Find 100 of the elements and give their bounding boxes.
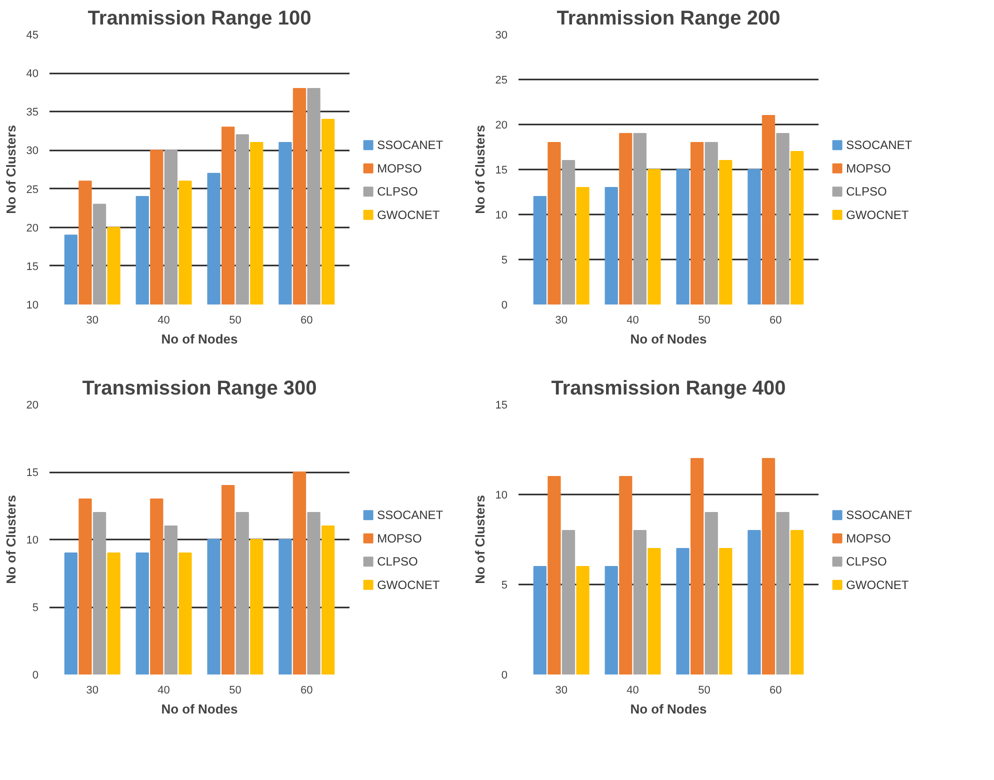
y-axis-title: No of Clusters bbox=[472, 495, 488, 584]
bar bbox=[776, 133, 790, 304]
x-axis-title: No of Nodes bbox=[630, 332, 707, 346]
x-tick-label: 40 bbox=[158, 684, 170, 696]
x-tick-label: 50 bbox=[698, 684, 710, 696]
x-tick-label: 40 bbox=[626, 314, 639, 326]
bar bbox=[676, 169, 690, 304]
bar bbox=[150, 498, 164, 674]
y-axis-title: No of Clusters bbox=[3, 125, 18, 214]
chart-title: Transmission Range 400 bbox=[551, 378, 786, 400]
y-tick-label: 20 bbox=[495, 120, 508, 132]
x-tick-label: 30 bbox=[555, 314, 568, 326]
bar bbox=[92, 512, 106, 674]
bar bbox=[548, 142, 561, 304]
x-tick-label: 60 bbox=[770, 684, 782, 696]
bar bbox=[648, 548, 661, 674]
legend-label: SSOCANET bbox=[846, 508, 913, 522]
bar bbox=[719, 160, 732, 304]
bar bbox=[604, 187, 618, 304]
bar bbox=[78, 498, 92, 674]
legend-label: MOPSO bbox=[846, 531, 891, 546]
x-tick-label: 60 bbox=[300, 314, 313, 326]
x-tick-label: 30 bbox=[555, 684, 568, 696]
bar bbox=[776, 512, 790, 674]
bar bbox=[790, 530, 804, 674]
x-tick-label: 30 bbox=[86, 314, 98, 326]
bar bbox=[633, 133, 646, 304]
bar bbox=[619, 133, 632, 304]
legend-label: CLPSO bbox=[846, 554, 887, 569]
bar bbox=[178, 552, 192, 674]
bar bbox=[236, 512, 249, 674]
y-axis-title: No of Clusters bbox=[3, 495, 18, 584]
bar bbox=[548, 476, 561, 674]
y-tick-label: 15 bbox=[26, 260, 39, 273]
y-tick-label: 5 bbox=[501, 254, 508, 266]
y-tick-label: 10 bbox=[26, 534, 39, 546]
bar bbox=[719, 548, 732, 674]
x-tick-label: 50 bbox=[229, 314, 242, 326]
bar bbox=[64, 552, 78, 674]
y-tick-label: 25 bbox=[26, 184, 39, 196]
bar bbox=[562, 160, 576, 304]
legend-label: GWOCNET bbox=[377, 578, 440, 592]
bar bbox=[576, 566, 590, 674]
x-axis-title: No of Nodes bbox=[161, 702, 238, 716]
y-tick-label: 25 bbox=[495, 74, 508, 86]
chart-title: Tranmission Range 200 bbox=[556, 8, 780, 30]
y-tick-label: 0 bbox=[501, 670, 508, 682]
y-axis-title: No of Clusters bbox=[472, 125, 488, 214]
y-tick-label: 15 bbox=[495, 164, 508, 176]
bar bbox=[619, 476, 632, 674]
legend-label: MOPSO bbox=[377, 161, 422, 176]
chart-title: Tranmission Range 100 bbox=[88, 8, 312, 30]
legend-label: SSOCANET bbox=[377, 138, 444, 152]
bar bbox=[222, 485, 235, 674]
y-tick-label: 0 bbox=[32, 670, 39, 682]
x-tick-label: 60 bbox=[770, 314, 782, 326]
x-axis-title: No of Nodes bbox=[630, 702, 707, 716]
y-tick-label: 30 bbox=[495, 30, 508, 42]
bar bbox=[562, 530, 576, 674]
bar bbox=[648, 169, 661, 304]
bar bbox=[576, 187, 590, 304]
legend-label: MOPSO bbox=[377, 531, 422, 546]
bar bbox=[278, 539, 292, 674]
y-tick-label: 0 bbox=[501, 300, 508, 312]
legend-label: CLPSO bbox=[377, 554, 418, 569]
bar bbox=[762, 115, 776, 304]
y-tick-label: 35 bbox=[26, 106, 39, 119]
legend-label: SSOCANET bbox=[846, 138, 913, 152]
y-tick-label: 15 bbox=[495, 400, 508, 412]
bar bbox=[107, 552, 120, 674]
y-tick-label: 5 bbox=[501, 580, 508, 592]
bar bbox=[604, 566, 618, 674]
y-tick-label: 20 bbox=[26, 222, 39, 234]
bar bbox=[164, 526, 178, 674]
legend-label: SSOCANET bbox=[377, 508, 444, 522]
x-tick-label: 50 bbox=[229, 684, 242, 696]
bar bbox=[690, 458, 704, 674]
legend-label: CLPSO bbox=[377, 184, 418, 199]
bar bbox=[790, 151, 804, 304]
bar bbox=[322, 526, 335, 674]
bar bbox=[292, 472, 306, 674]
x-axis-title: No of Nodes bbox=[161, 332, 238, 346]
bar bbox=[704, 142, 718, 304]
bar bbox=[533, 566, 546, 674]
x-tick-label: 60 bbox=[300, 684, 313, 696]
legend-label: GWOCNET bbox=[377, 208, 440, 222]
x-tick-label: 50 bbox=[698, 314, 710, 326]
y-tick-label: 10 bbox=[26, 300, 39, 312]
bar bbox=[690, 142, 704, 304]
y-tick-label: 5 bbox=[32, 602, 39, 614]
bar bbox=[307, 512, 320, 674]
bar bbox=[748, 169, 761, 304]
x-tick-label: 30 bbox=[86, 684, 98, 696]
legend-label: GWOCNET bbox=[846, 208, 910, 222]
bar bbox=[748, 530, 761, 674]
bar bbox=[533, 196, 546, 304]
y-tick-label: 30 bbox=[26, 145, 39, 158]
bar bbox=[676, 548, 690, 674]
legend-label: MOPSO bbox=[846, 161, 891, 176]
y-tick-label: 10 bbox=[495, 490, 508, 502]
